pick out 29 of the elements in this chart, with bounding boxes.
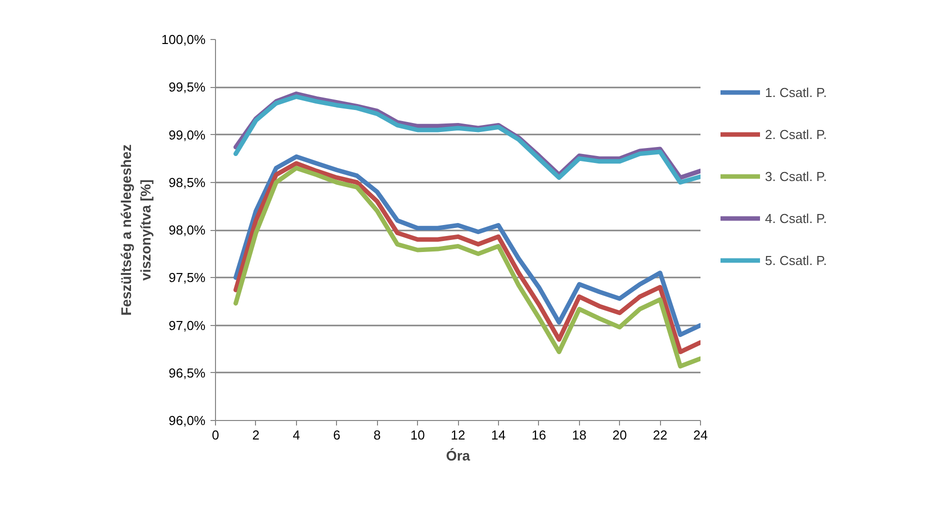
y-axis-title: Feszültség a névlegeshez viszonyítva [%] [118,144,154,316]
x-tick-label: 16 [532,428,546,442]
y-tick-label: 98,0% [168,222,206,238]
x-tick-label: 12 [450,428,466,442]
x-tick-label: 4 [292,428,300,442]
legend-label: 5. Csatl. P. [765,252,827,268]
y-tick-label: 99,5% [168,80,206,95]
x-tick-label: 20 [612,428,627,442]
x-tick-label: 2 [252,428,260,442]
x-tick-label: 14 [491,428,506,442]
x-tick-label: 6 [333,428,340,442]
legend-label: 4. Csatl. P. [765,210,827,226]
x-tick-label: 18 [572,428,586,442]
x-axis-title: Óra [446,448,470,464]
x-tick-label: 8 [374,428,381,442]
y-tick-label: 96,0% [168,413,206,428]
legend-label: 3. Csatl. P. [765,168,827,184]
y-tick-label: 97,5% [168,270,206,286]
x-tick-label: 22 [652,428,668,442]
y-tick-label: 98,5% [168,174,206,190]
legend-label: 1. Csatl. P. [765,84,827,100]
x-tick-label: 24 [693,428,708,442]
y-tick-label: 96,5% [168,365,206,380]
y-tick-label: 100,0% [161,32,206,47]
y-tick-label: 97,0% [168,318,206,333]
x-tick-label: 0 [212,428,220,442]
x-tick-label: 10 [410,428,425,442]
legend-label: 2. Csatl. P. [765,126,827,142]
y-tick-label: 99,0% [168,127,206,142]
